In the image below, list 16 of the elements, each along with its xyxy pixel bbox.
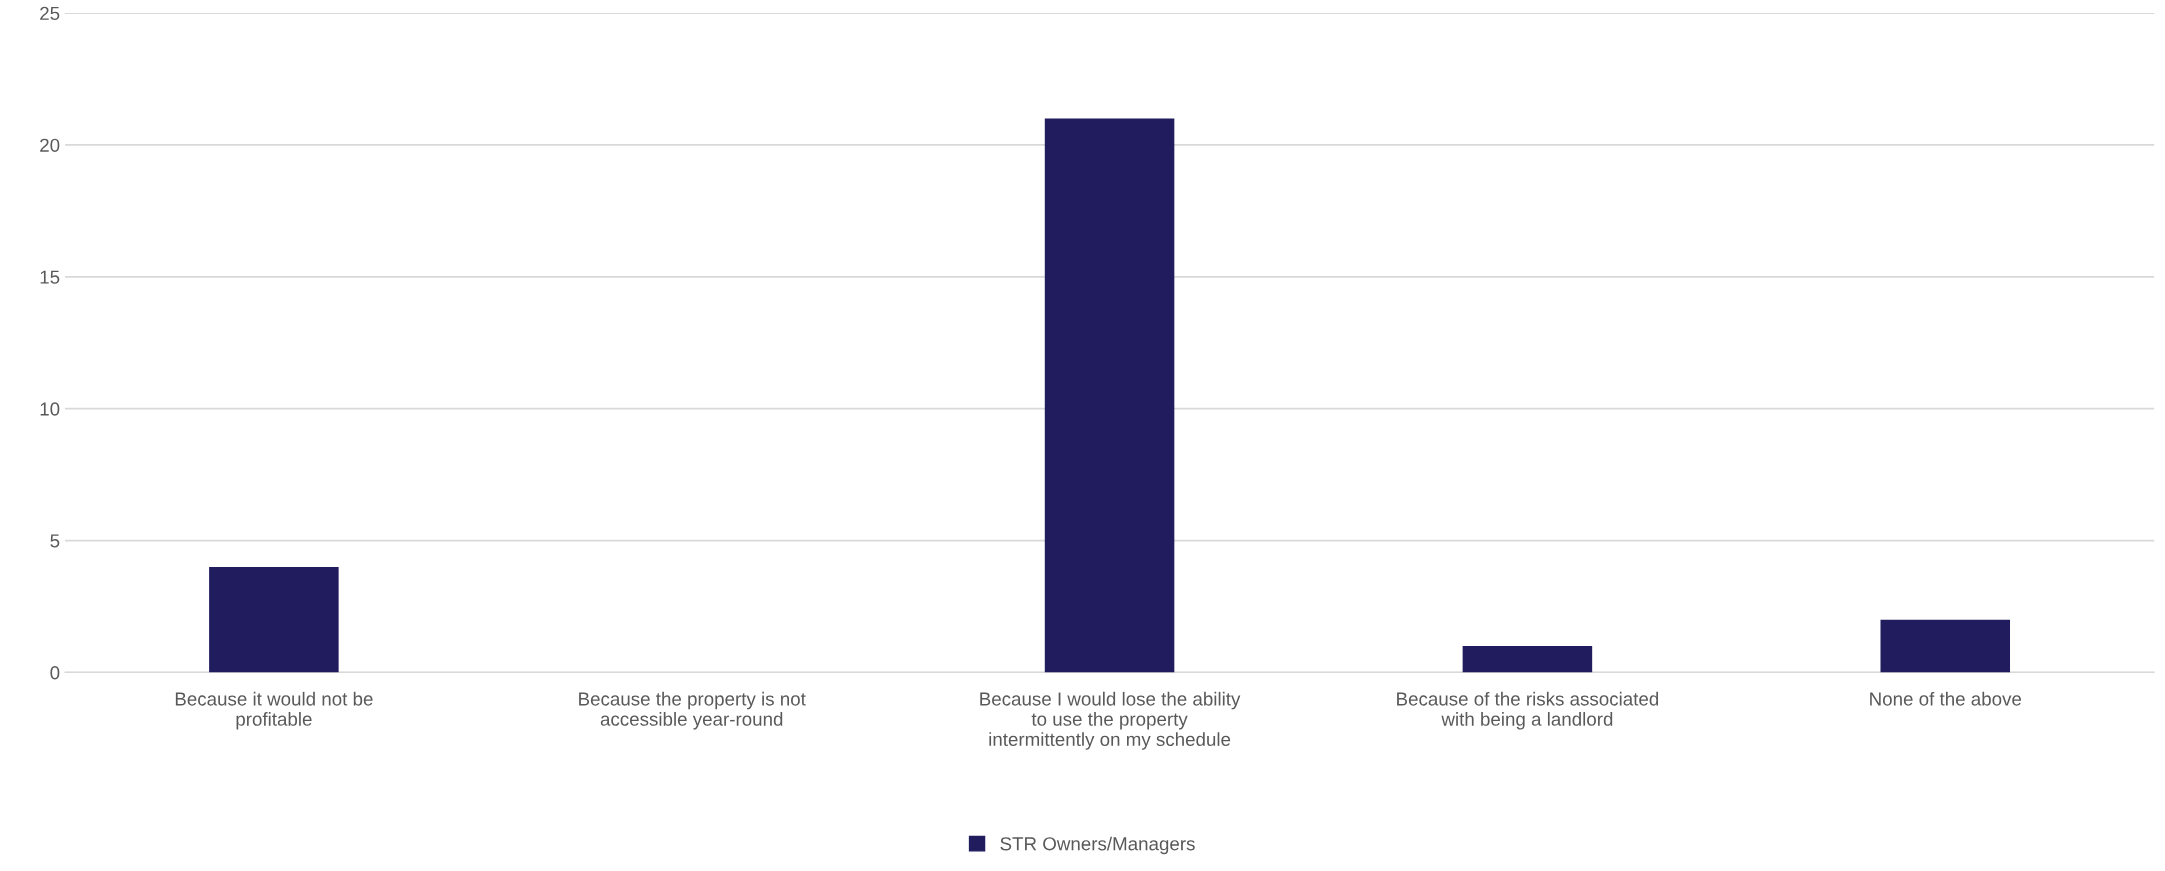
y-tick-label: 0 xyxy=(50,666,60,680)
y-tick-label: 25 xyxy=(40,6,60,21)
x-tick-label: Because of the risks associated with being a landlord xyxy=(1397,691,1659,730)
x-tick-label: Because the property is not accessible year-round xyxy=(579,691,806,730)
bar xyxy=(1462,646,1593,673)
x-tick-label: Because I would lose the ability to use the property intermittently on my schedule xyxy=(980,691,1241,750)
y-tick-label: 10 xyxy=(40,402,60,416)
y-tick-label: 15 xyxy=(40,270,60,284)
bar xyxy=(1044,118,1175,673)
y-tick-label: 5 xyxy=(50,534,60,548)
bar xyxy=(209,566,339,673)
bar xyxy=(1880,619,2011,673)
y-tick-label: 20 xyxy=(40,138,60,152)
legend-label: STR Owners/Managers xyxy=(1000,836,1195,855)
x-tick-label: Because it would not be profitable xyxy=(175,691,373,730)
x-tick-label: None of the above xyxy=(1870,691,2022,706)
